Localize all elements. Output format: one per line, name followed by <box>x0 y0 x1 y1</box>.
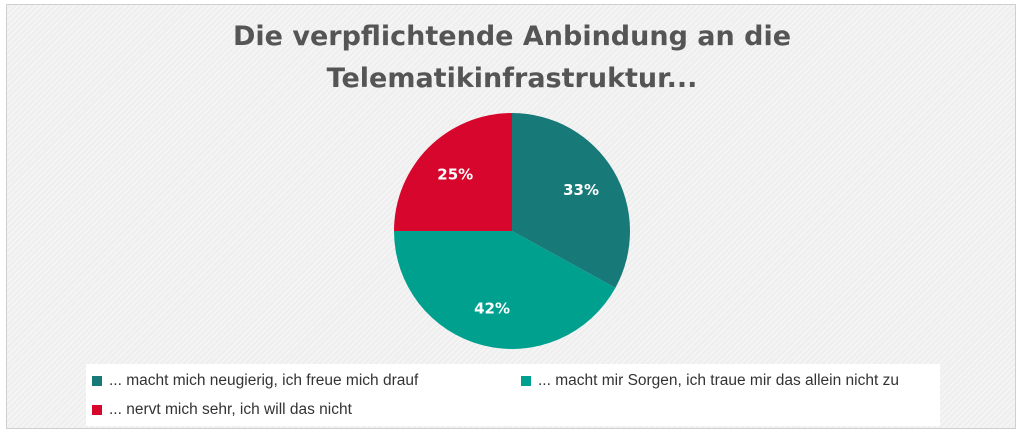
legend-label-sorgen: ... macht mir Sorgen, ich traue mir das … <box>538 372 899 389</box>
legend-item-sorgen: ... macht mir Sorgen, ich traue mir das … <box>521 372 899 390</box>
chart-title: Die verpflichtende Anbindung an die Tele… <box>0 16 1024 100</box>
chart-title-line-1: Die verpflichtende Anbindung an die <box>232 21 792 52</box>
legend-item-neugierig: ... macht mich neugierig, ich freue mich… <box>92 372 418 390</box>
data-label-nervt: 25% <box>437 165 473 183</box>
legend: ... macht mich neugierig, ich freue mich… <box>86 364 940 426</box>
legend-label-nervt: ... nervt mich sehr, ich will das nicht <box>109 401 352 418</box>
legend-label-neugierig: ... macht mich neugierig, ich freue mich… <box>109 372 419 389</box>
legend-swatch-sorgen <box>521 376 531 386</box>
legend-item-nervt: ... nervt mich sehr, ich will das nicht <box>92 401 352 419</box>
legend-swatch-neugierig <box>92 376 102 386</box>
legend-swatch-nervt <box>92 405 102 415</box>
chart-title-line-2: Telematikinfrastruktur... <box>326 63 698 94</box>
pie-slice-sorgen <box>394 231 616 349</box>
pie-slice-neugierig <box>512 113 630 288</box>
data-label-neugierig: 33% <box>563 181 599 199</box>
data-label-sorgen: 42% <box>474 300 510 318</box>
pie-slice-nervt <box>394 113 512 231</box>
